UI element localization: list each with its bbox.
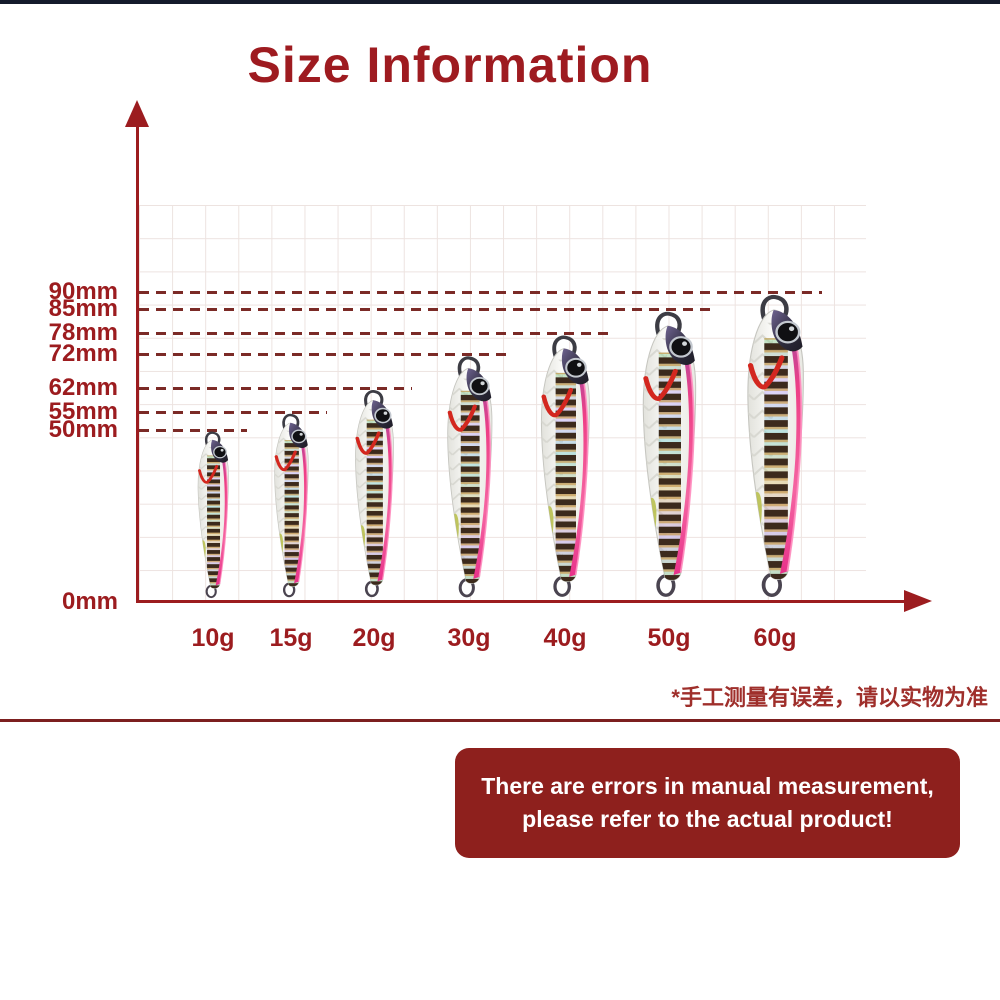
y-axis-arrow-icon [125, 100, 149, 127]
x-axis-tick-label: 20g [352, 624, 396, 652]
chart-grid [139, 205, 866, 603]
y-axis-line [136, 124, 139, 603]
x-axis-tick-label: 30g [447, 624, 491, 652]
length-dashed-line-50mm [139, 428, 248, 432]
length-dashed-line-72mm [139, 352, 511, 356]
lure-image-50g [633, 309, 704, 599]
x-axis-tick-label: 40g [543, 624, 587, 652]
lure-image-10g [192, 430, 234, 600]
measurement-footnote: *手工测量有误差，请以实物为准 [671, 685, 988, 710]
notice-box: There are errors in manual measurement, … [455, 748, 960, 858]
y-axis-tick-label: 85mm [48, 294, 118, 322]
x-axis-tick-label: 50g [647, 624, 691, 652]
y-axis-tick-label: 55mm [48, 398, 118, 426]
length-dashed-line-85mm [139, 307, 715, 311]
x-axis-tick-label: 10g [191, 624, 235, 652]
x-axis-line [136, 600, 906, 603]
length-dashed-line-90mm [139, 290, 823, 294]
y-axis-tick-label: 90mm [48, 277, 118, 305]
y-axis-tick-label: 50mm [48, 415, 118, 443]
y-axis-tick-label: 78mm [48, 318, 118, 346]
lure-image-30g [439, 354, 499, 599]
divider-line [0, 719, 1000, 722]
x-axis-tick-label: 15g [269, 624, 313, 652]
x-axis-arrow-icon [904, 590, 932, 612]
x-axis-tick-label: 60g [753, 624, 797, 652]
length-dashed-line-78mm [139, 331, 609, 335]
lure-image-40g [532, 333, 597, 599]
length-dashed-line-62mm [139, 387, 413, 391]
lure-image-15g [268, 412, 314, 599]
notice-line-1: There are errors in manual measurement, [481, 773, 934, 799]
y-axis-tick-label: 62mm [48, 374, 118, 402]
y-axis-tick-label: 72mm [48, 339, 118, 367]
top-border [0, 0, 1000, 4]
page-title: Size Information [247, 37, 653, 93]
y-axis-origin-label: 0mm [61, 588, 118, 615]
notice-line-2: please refer to the actual product! [522, 806, 893, 832]
lure-image-60g [737, 292, 812, 600]
length-dashed-line-55mm [139, 411, 327, 415]
lure-image-20g [348, 388, 400, 599]
